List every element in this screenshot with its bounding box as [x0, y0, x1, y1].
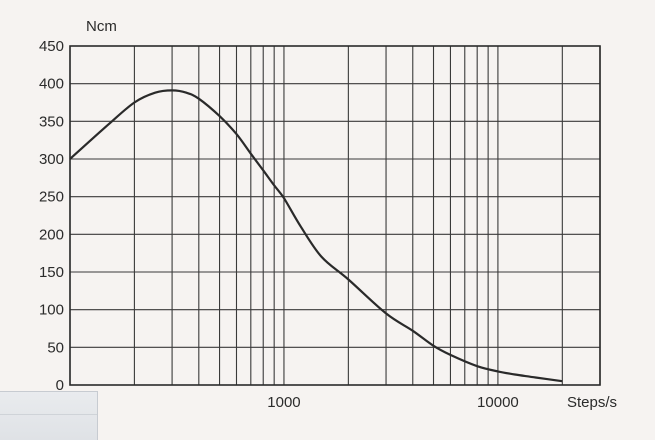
x-tick-labels: 1000 10000 — [267, 394, 519, 411]
y-tick-label: 150 — [39, 264, 64, 281]
y-tick-label: 450 — [39, 38, 64, 55]
y-tick-label: 100 — [39, 302, 64, 319]
y-tick-label: 200 — [39, 226, 64, 243]
x-axis-label: Steps/s — [567, 394, 617, 411]
x-tick-label: 1000 — [267, 394, 300, 411]
grid-lines — [69, 45, 601, 386]
y-tick-label: 350 — [39, 113, 64, 130]
overlapping-window-corner — [0, 391, 98, 440]
y-tick-label: 250 — [39, 189, 64, 206]
y-tick-label: 0 — [56, 377, 64, 394]
y-tick-label: 400 — [39, 76, 64, 93]
plot-frame — [69, 45, 601, 386]
y-tick-label: 300 — [39, 151, 64, 168]
y-tick-labels: 0 50 100 150 200 250 300 350 400 450 — [39, 38, 64, 394]
y-tick-label: 50 — [47, 339, 64, 356]
window-divider — [0, 414, 97, 415]
series-line — [69, 89, 563, 383]
x-tick-label: 10000 — [477, 394, 519, 411]
y-axis-label: Ncm — [86, 18, 117, 35]
